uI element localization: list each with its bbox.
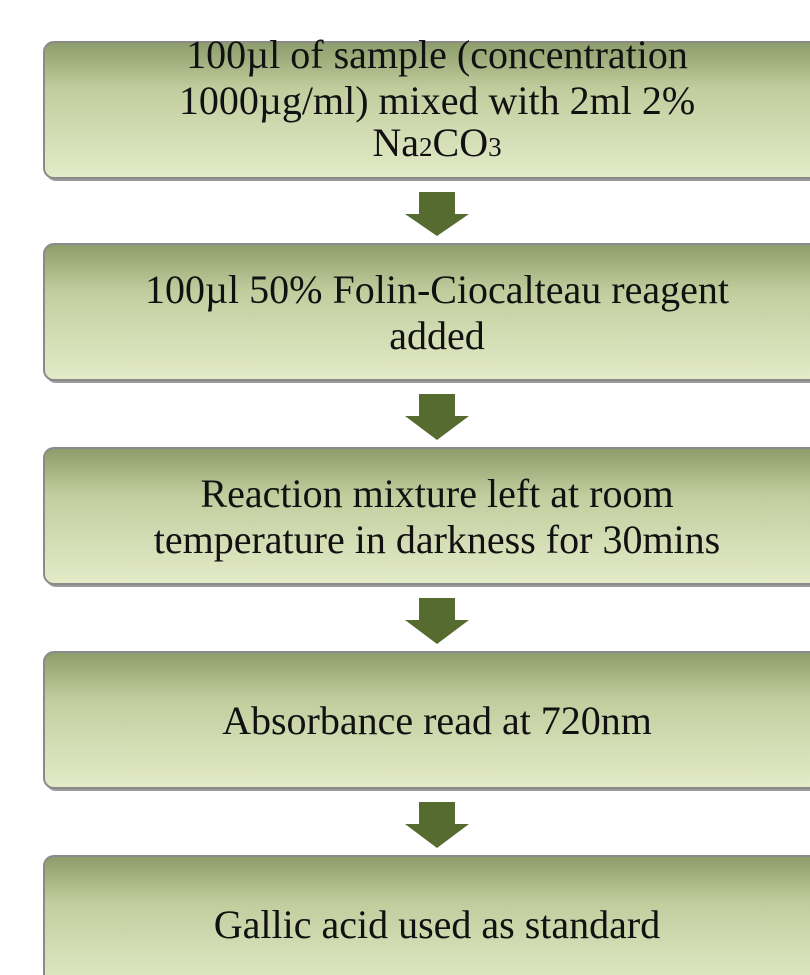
step-text: 100µl 50% Folin-Ciocalteau reagent (145, 267, 729, 312)
arrow (405, 192, 469, 236)
step-box (43, 243, 810, 381)
step-text: added (389, 313, 485, 358)
step-box (43, 41, 810, 179)
step-text: temperature in darkness for 30mins (154, 517, 721, 562)
step-box (43, 447, 810, 585)
formula-part: Na (372, 120, 419, 165)
step-box (43, 855, 810, 975)
step-text: Absorbance read at 720nm (222, 698, 652, 743)
step-text: Reaction mixture left at room (200, 471, 673, 516)
step-text: Gallic acid used as standard (214, 902, 661, 947)
formula-part: CO (433, 120, 489, 165)
step-formula: Na2CO3 (372, 120, 501, 165)
formula-part: 3 (488, 132, 502, 162)
arrow (405, 598, 469, 644)
arrow (405, 802, 469, 848)
step-text: 100µl of sample (concentration (186, 32, 688, 77)
step-box (43, 651, 810, 789)
step-text: 1000µg/ml) mixed with 2ml 2% (179, 78, 695, 123)
arrow (405, 394, 469, 440)
formula-part: 2 (419, 132, 433, 162)
